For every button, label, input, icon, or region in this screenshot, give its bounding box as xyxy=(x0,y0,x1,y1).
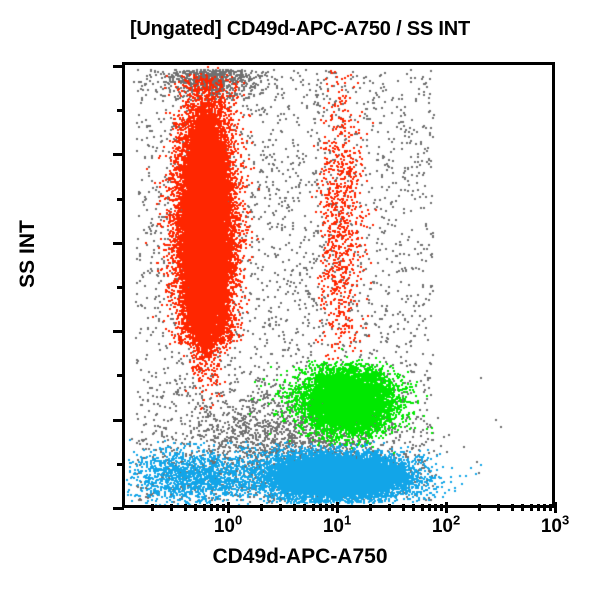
x-minor-tick xyxy=(170,504,173,511)
y-major-tick xyxy=(113,65,124,68)
y-minor-tick xyxy=(117,374,124,378)
x-minor-tick xyxy=(537,504,541,511)
x-minor-tick xyxy=(183,504,187,511)
x-minor-tick xyxy=(521,504,525,511)
y-minor-tick xyxy=(117,197,124,201)
x-minor-tick xyxy=(428,504,432,511)
x-minor-tick xyxy=(412,504,416,511)
x-tick-label: 101 xyxy=(322,512,352,537)
x-minor-tick xyxy=(497,504,500,511)
x-tick-label: 103 xyxy=(540,512,570,537)
x-minor-tick xyxy=(549,504,552,511)
x-minor-tick xyxy=(311,504,315,511)
y-major-tick xyxy=(113,330,124,334)
x-minor-tick xyxy=(420,504,424,511)
y-axis-label: SS INT xyxy=(16,220,39,288)
x-minor-tick xyxy=(368,504,372,511)
x-minor-tick xyxy=(401,504,405,511)
plot-area[interactable] xyxy=(122,62,555,508)
x-minor-tick xyxy=(477,504,481,511)
x-minor-tick xyxy=(259,504,263,511)
x-minor-tick xyxy=(388,504,391,511)
x-minor-tick xyxy=(216,504,220,511)
x-minor-tick xyxy=(150,504,154,511)
x-minor-tick xyxy=(319,504,323,511)
y-major-tick xyxy=(113,241,124,245)
y-minor-tick xyxy=(117,109,124,113)
x-major-tick xyxy=(336,502,339,513)
x-minor-tick xyxy=(222,504,225,511)
x-tick-label: 102 xyxy=(431,512,461,537)
x-minor-tick xyxy=(210,504,214,511)
y-major-tick xyxy=(113,153,124,157)
y-minor-tick xyxy=(117,462,124,466)
x-minor-tick xyxy=(325,504,329,511)
x-minor-tick xyxy=(543,504,547,511)
y-major-tick xyxy=(113,507,124,510)
x-minor-tick xyxy=(440,504,443,511)
x-axis-label: CD49d-APC-A750 xyxy=(212,545,388,568)
x-major-tick xyxy=(227,502,230,513)
x-minor-tick xyxy=(331,504,334,511)
x-tick-label: 100 xyxy=(213,512,243,537)
x-minor-tick xyxy=(202,504,206,511)
y-major-tick xyxy=(113,418,124,422)
x-major-tick xyxy=(554,502,557,513)
x-major-tick xyxy=(445,502,448,513)
scatter-plot-canvas[interactable] xyxy=(125,65,552,505)
x-minor-tick xyxy=(434,504,438,511)
x-minor-tick xyxy=(292,504,296,511)
x-minor-tick xyxy=(194,504,198,511)
x-minor-tick xyxy=(510,504,514,511)
y-minor-tick xyxy=(117,286,124,289)
x-minor-tick xyxy=(529,504,533,511)
x-minor-tick xyxy=(303,504,307,511)
page-title: [Ungated] CD49d-APC-A750 / SS INT xyxy=(129,18,471,40)
x-minor-tick xyxy=(279,504,282,511)
